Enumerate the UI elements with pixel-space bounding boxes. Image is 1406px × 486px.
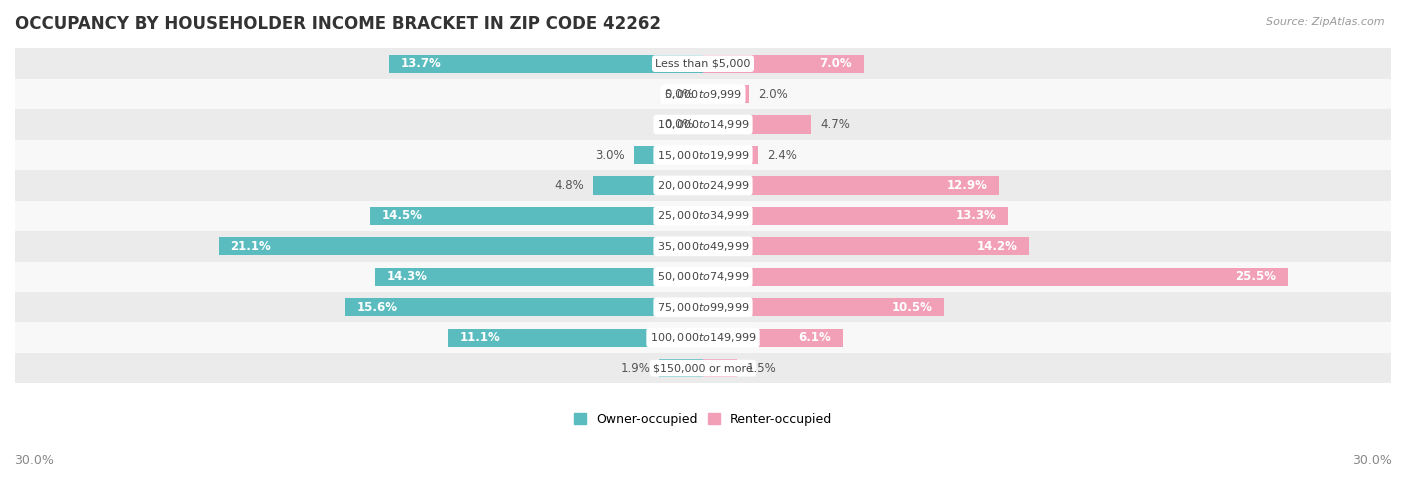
Text: 11.1%: 11.1% [460,331,501,344]
Bar [370,207,703,225]
Text: $35,000 to $49,999: $35,000 to $49,999 [657,240,749,253]
Bar [15,292,1391,323]
Text: 10.5%: 10.5% [891,301,932,314]
Text: 4.7%: 4.7% [820,118,849,131]
Bar [659,359,703,377]
Text: Source: ZipAtlas.com: Source: ZipAtlas.com [1267,17,1385,27]
Text: Less than $5,000: Less than $5,000 [655,59,751,69]
Text: $25,000 to $34,999: $25,000 to $34,999 [657,209,749,223]
Bar [703,329,842,347]
Text: 13.7%: 13.7% [401,57,441,70]
Text: $75,000 to $99,999: $75,000 to $99,999 [657,301,749,314]
Text: 2.0%: 2.0% [758,87,787,101]
Bar [703,359,737,377]
Bar [389,54,703,73]
Bar [375,268,703,286]
Text: $5,000 to $9,999: $5,000 to $9,999 [664,87,742,101]
Text: 3.0%: 3.0% [595,149,626,161]
Text: 7.0%: 7.0% [820,57,852,70]
Text: $15,000 to $19,999: $15,000 to $19,999 [657,149,749,161]
Text: 6.1%: 6.1% [799,331,831,344]
Text: 1.9%: 1.9% [620,362,650,375]
Bar [15,231,1391,261]
Bar [593,176,703,194]
Text: 14.2%: 14.2% [976,240,1017,253]
Text: 1.5%: 1.5% [747,362,776,375]
Bar [15,49,1391,79]
Text: $20,000 to $24,999: $20,000 to $24,999 [657,179,749,192]
Text: $150,000 or more: $150,000 or more [654,363,752,373]
Bar [15,353,1391,383]
Bar [15,79,1391,109]
Bar [15,140,1391,170]
Text: 14.3%: 14.3% [387,270,427,283]
Text: 2.4%: 2.4% [768,149,797,161]
Bar [703,207,1008,225]
Bar [703,176,998,194]
Bar [15,170,1391,201]
Bar [703,146,758,164]
Bar [703,237,1029,256]
Text: 12.9%: 12.9% [946,179,987,192]
Bar [703,54,863,73]
Text: 14.5%: 14.5% [382,209,423,223]
Bar [15,109,1391,140]
Text: 30.0%: 30.0% [1353,453,1392,467]
Text: $10,000 to $14,999: $10,000 to $14,999 [657,118,749,131]
Bar [15,323,1391,353]
Text: 4.8%: 4.8% [554,179,583,192]
Text: 30.0%: 30.0% [14,453,53,467]
Bar [634,146,703,164]
Text: 0.0%: 0.0% [664,118,693,131]
Bar [703,268,1288,286]
Text: $50,000 to $74,999: $50,000 to $74,999 [657,270,749,283]
Text: OCCUPANCY BY HOUSEHOLDER INCOME BRACKET IN ZIP CODE 42262: OCCUPANCY BY HOUSEHOLDER INCOME BRACKET … [15,15,661,33]
Bar [703,298,943,316]
Text: $100,000 to $149,999: $100,000 to $149,999 [650,331,756,344]
Bar [449,329,703,347]
Bar [703,116,811,134]
Text: 21.1%: 21.1% [231,240,271,253]
Text: 25.5%: 25.5% [1236,270,1277,283]
Bar [15,261,1391,292]
Legend: Owner-occupied, Renter-occupied: Owner-occupied, Renter-occupied [568,408,838,431]
Bar [15,201,1391,231]
Bar [346,298,703,316]
Text: 0.0%: 0.0% [664,87,693,101]
Text: 13.3%: 13.3% [956,209,997,223]
Bar [219,237,703,256]
Bar [703,85,749,103]
Text: 15.6%: 15.6% [357,301,398,314]
